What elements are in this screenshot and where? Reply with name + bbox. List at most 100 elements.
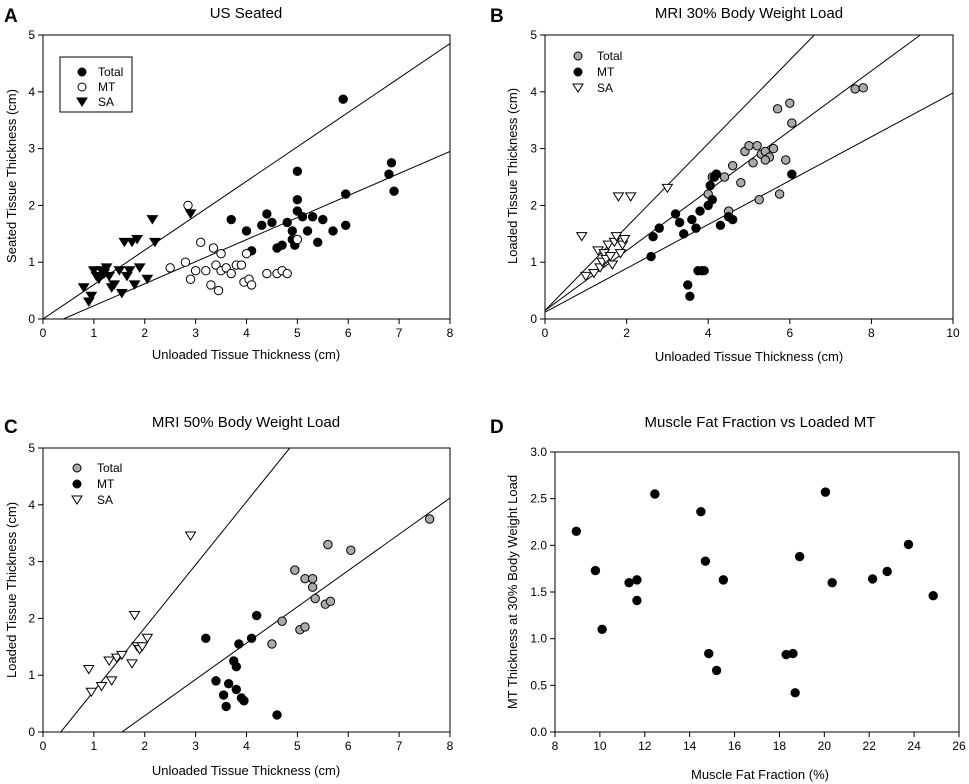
plot-frame bbox=[554, 451, 960, 733]
panel-b-title: MRI 30% Body Weight Load bbox=[655, 5, 843, 22]
point-sa bbox=[110, 653, 123, 664]
point-sa bbox=[610, 232, 623, 242]
point-sa bbox=[77, 283, 90, 293]
point-mt bbox=[632, 575, 642, 585]
x-tick-label: 3 bbox=[192, 326, 199, 340]
point-sa bbox=[126, 237, 138, 248]
point-mt bbox=[794, 551, 805, 562]
point-total bbox=[267, 639, 277, 649]
point-mt bbox=[790, 688, 800, 698]
point-mt bbox=[624, 577, 634, 588]
point-total bbox=[772, 104, 783, 114]
point-mt bbox=[704, 648, 714, 659]
point-mt bbox=[674, 217, 685, 228]
panel-c-xlabel: Unloaded Tissue Thickness (cm) bbox=[152, 763, 340, 778]
point-sa bbox=[100, 263, 113, 273]
point-total bbox=[341, 220, 351, 230]
point-total bbox=[290, 565, 300, 575]
x-tick-label: 18 bbox=[773, 739, 787, 753]
x-tick-label: 8 bbox=[868, 326, 875, 340]
point-mt bbox=[711, 169, 722, 179]
x-tick-label: 26 bbox=[952, 739, 966, 753]
point-mt bbox=[727, 214, 738, 225]
point-sa bbox=[115, 288, 128, 299]
y-tick-label: 2 bbox=[28, 198, 35, 212]
point-mt bbox=[679, 229, 689, 239]
point-mt bbox=[211, 676, 221, 686]
point-sa bbox=[146, 215, 159, 225]
x-tick-label: 4 bbox=[705, 326, 712, 340]
point-total bbox=[297, 212, 308, 222]
point-total bbox=[318, 214, 328, 225]
point-sa bbox=[95, 682, 108, 692]
x-tick-label: 6 bbox=[345, 326, 352, 340]
point-mt bbox=[787, 169, 797, 179]
point-total bbox=[277, 616, 287, 626]
point-sa bbox=[113, 266, 126, 276]
point-mt bbox=[820, 487, 831, 497]
regression-line bbox=[545, 92, 953, 313]
y-tick-label: 3.0 bbox=[530, 445, 547, 459]
point-mt bbox=[903, 539, 914, 550]
panel-b-ylabel: Loaded Tissue Thickness (cm) bbox=[505, 88, 520, 264]
point-sa bbox=[614, 249, 627, 259]
y-tick-label: 2 bbox=[530, 198, 537, 212]
point-sa bbox=[149, 237, 161, 248]
legend-marker-total bbox=[77, 67, 87, 77]
y-tick-label: 3 bbox=[28, 555, 35, 569]
point-sa bbox=[85, 687, 98, 698]
point-mt bbox=[196, 237, 206, 248]
y-tick-label: 4 bbox=[530, 85, 537, 99]
panel-b-xlabel: Unloaded Tissue Thickness (cm) bbox=[655, 349, 843, 364]
y-tick-label: 1 bbox=[530, 255, 537, 269]
point-mt bbox=[654, 223, 664, 233]
point-mt bbox=[788, 648, 798, 659]
point-total bbox=[300, 622, 310, 632]
point-total bbox=[262, 209, 272, 219]
point-mt bbox=[827, 577, 837, 588]
point-total bbox=[736, 177, 746, 188]
point-total bbox=[386, 158, 397, 168]
panel-d-ylabel: MT Thickness at 30% Body Weight Load bbox=[505, 475, 520, 709]
point-total bbox=[787, 118, 797, 128]
point-total bbox=[302, 226, 313, 236]
point-mt bbox=[236, 260, 247, 270]
x-tick-label: 12 bbox=[638, 739, 652, 753]
point-mt bbox=[218, 690, 229, 700]
x-tick-label: 2 bbox=[623, 326, 630, 340]
point-sa bbox=[103, 271, 116, 282]
point-total bbox=[307, 212, 318, 222]
point-sa bbox=[115, 650, 128, 661]
point-sa bbox=[612, 192, 625, 202]
panel-label-d: D bbox=[490, 417, 504, 438]
x-tick-label: 4 bbox=[243, 326, 250, 340]
y-tick-label: 0 bbox=[28, 725, 35, 739]
x-tick-label: 10 bbox=[593, 739, 607, 753]
point-sa bbox=[575, 232, 588, 242]
point-sa bbox=[93, 274, 105, 285]
x-tick-label: 0 bbox=[542, 326, 549, 340]
legend-label-sa: SA bbox=[597, 81, 613, 95]
regression-line bbox=[545, 35, 921, 311]
panel-a-title: US Seated bbox=[210, 5, 283, 22]
y-tick-label: 5 bbox=[530, 28, 537, 42]
point-mt bbox=[226, 268, 236, 279]
x-tick-label: 7 bbox=[396, 326, 403, 340]
point-total bbox=[325, 596, 336, 607]
point-mt bbox=[231, 661, 242, 672]
point-total bbox=[424, 514, 435, 524]
point-mt bbox=[715, 220, 726, 230]
point-total bbox=[781, 155, 791, 165]
point-sa bbox=[618, 234, 631, 245]
point-mt bbox=[246, 280, 257, 290]
x-tick-label: 10 bbox=[946, 326, 960, 340]
point-sa bbox=[604, 252, 617, 262]
legend-label-mt: MT bbox=[597, 65, 615, 79]
point-sa bbox=[184, 531, 197, 541]
point-mt bbox=[201, 633, 211, 643]
panel-label-c: C bbox=[4, 417, 18, 438]
y-tick-label: 0.5 bbox=[530, 678, 547, 692]
x-tick-label: 6 bbox=[345, 739, 352, 753]
x-tick-label: 1 bbox=[91, 326, 98, 340]
point-mt bbox=[882, 566, 892, 577]
